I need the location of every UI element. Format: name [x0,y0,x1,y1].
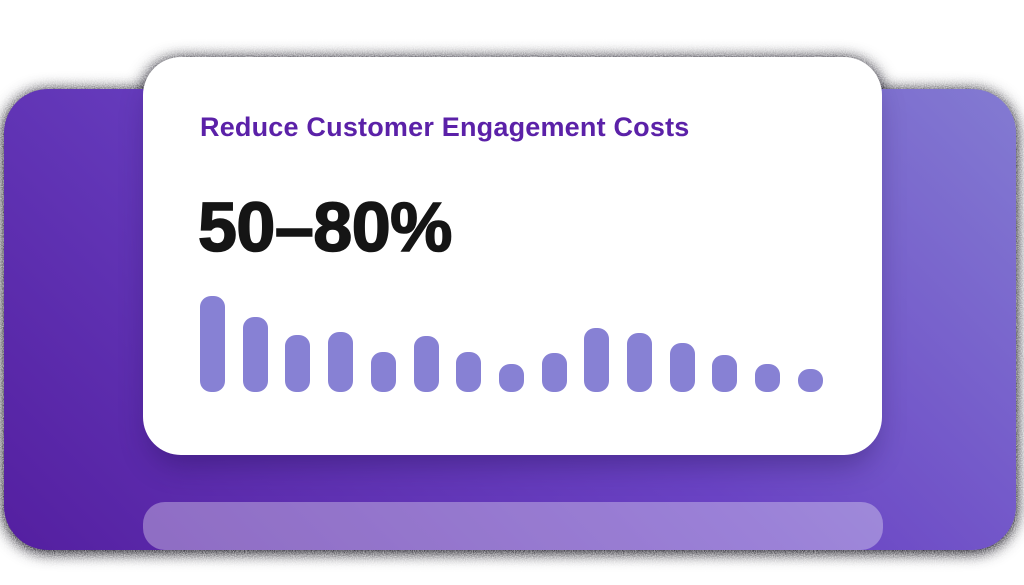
bar [413,336,439,392]
card-title: Reduce Customer Engagement Costs [200,112,690,142]
bar [498,364,524,392]
bar [328,332,354,392]
bar [712,355,738,392]
bar [200,296,225,392]
bar [242,317,268,392]
bar [370,352,396,392]
bar [285,335,311,392]
stat-card: Reduce Customer Engagement Costs 50–80% [143,57,882,455]
bar [669,343,695,392]
bar [755,364,781,392]
bar [584,328,610,392]
bar [797,369,823,392]
bar [456,352,482,392]
bar-chart [200,296,823,392]
bar [541,353,567,392]
stat-value: 50–80% [197,187,453,267]
reflection-bar [143,502,883,550]
bar [627,333,653,392]
